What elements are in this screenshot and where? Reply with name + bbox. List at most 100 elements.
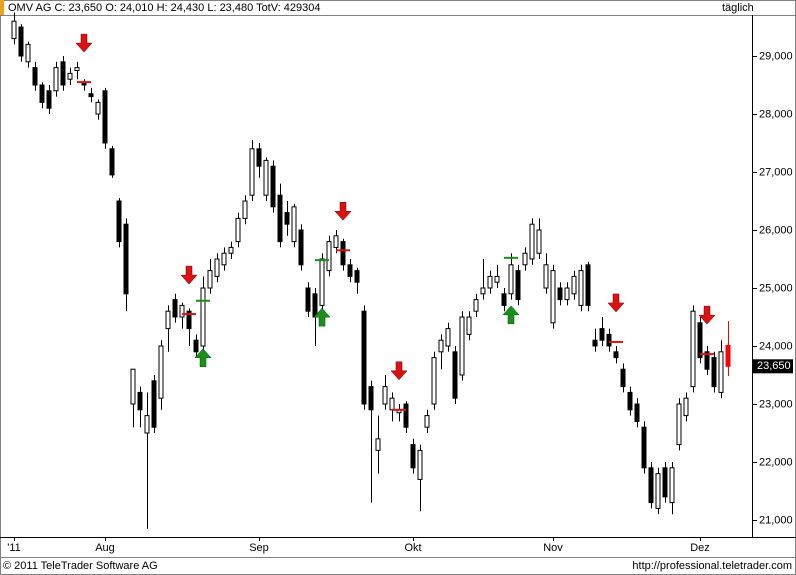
candle-body [438,339,444,353]
candle-body [130,368,136,405]
y-tick-label: 26,000 [759,224,793,236]
candle-body [214,258,220,277]
sell-arrow [75,33,93,53]
candle-body [67,72,73,80]
candle-body [529,223,535,260]
copyright: © 2011 TeleTrader Software AG [3,560,158,572]
chart-title: OMV AG C: 23,650 O: 24,010 H: 24,430 L: … [8,2,321,14]
candle-body [25,43,31,63]
sell-arrow [390,361,408,381]
candle-body [669,467,675,504]
candle-body [592,339,598,347]
candle-body [613,351,619,359]
candle-body [515,270,521,301]
y-tick-label: 21,000 [759,514,793,526]
candle-body [627,391,633,411]
candle-body [123,223,129,295]
candle-body [480,287,486,295]
candle-body [137,391,143,411]
candle-body [620,368,626,388]
candle-body [312,293,318,318]
candle-body [263,159,269,196]
candle-body [445,328,451,347]
candle-body [690,310,696,388]
buy-arrow [502,305,520,325]
footer-link[interactable]: http://professional.teletrader.com [632,560,792,572]
candle-body [424,415,430,428]
candle-body [578,270,584,306]
candle-body [571,275,577,295]
x-tick-label: Okt [404,542,421,554]
candle-body [725,344,731,367]
x-tick-label: Dez [690,542,710,554]
candle-body [102,90,108,144]
candle-body [718,351,724,393]
candle-body [564,287,570,301]
candle-body [452,351,458,399]
y-tick-label: 27,000 [759,166,793,178]
candle-body [95,101,101,115]
candle-body [32,67,38,86]
candle-body [326,241,332,272]
candle-body [487,275,493,289]
candle-body [305,287,311,312]
candle-body [277,194,283,243]
candle-body [466,316,472,335]
candle-body [550,270,556,324]
sell-arrow [180,265,198,285]
candle-body [648,467,654,504]
candle-body [109,148,115,176]
candle-body [536,229,542,254]
candle-body [207,270,213,289]
candle-body [410,444,416,469]
candle-body [151,380,157,428]
candle-body [711,357,717,388]
y-tick-label: 24,000 [759,340,793,352]
y-tick-label: 29,000 [759,50,793,62]
candle-body [340,241,346,266]
candle-body [200,287,206,347]
candle-body [298,229,304,266]
candle-body [46,90,52,109]
candle-body [53,67,59,92]
candle-body [354,270,360,283]
candle-body [291,206,297,243]
candle-body [368,386,374,411]
candle-body [235,217,241,243]
candle-body [116,200,122,243]
candle-body [459,316,465,376]
candle-body [228,246,234,254]
candle-body [256,148,262,167]
candle-body [179,304,185,318]
candle-body [599,328,605,341]
x-tick-label: Sep [249,542,269,554]
last-price-label: 23,650 [757,360,791,372]
candle-body [585,264,591,306]
candle-body [389,397,395,411]
candle-body [683,397,689,417]
candle-body [193,339,199,353]
sell-arrow [607,293,625,313]
candle-body [417,449,423,480]
candle-body [473,299,479,312]
sell-arrow [334,202,352,221]
candle-body [249,148,255,196]
candle-body [284,212,290,225]
corner-marker [0,0,4,15]
candle-body [18,26,24,57]
candle-body [144,415,150,434]
buy-arrow [194,348,212,368]
candle-body [88,93,94,98]
last-price-box [753,359,793,374]
candle-body [494,275,500,283]
candle-body [676,403,682,446]
candle-body [634,403,640,422]
candle-body [361,310,367,405]
candle-body [522,252,528,266]
candle-body [543,264,549,289]
candle-body [270,165,276,208]
sell-arrow [698,305,716,325]
candle-body [375,438,381,451]
